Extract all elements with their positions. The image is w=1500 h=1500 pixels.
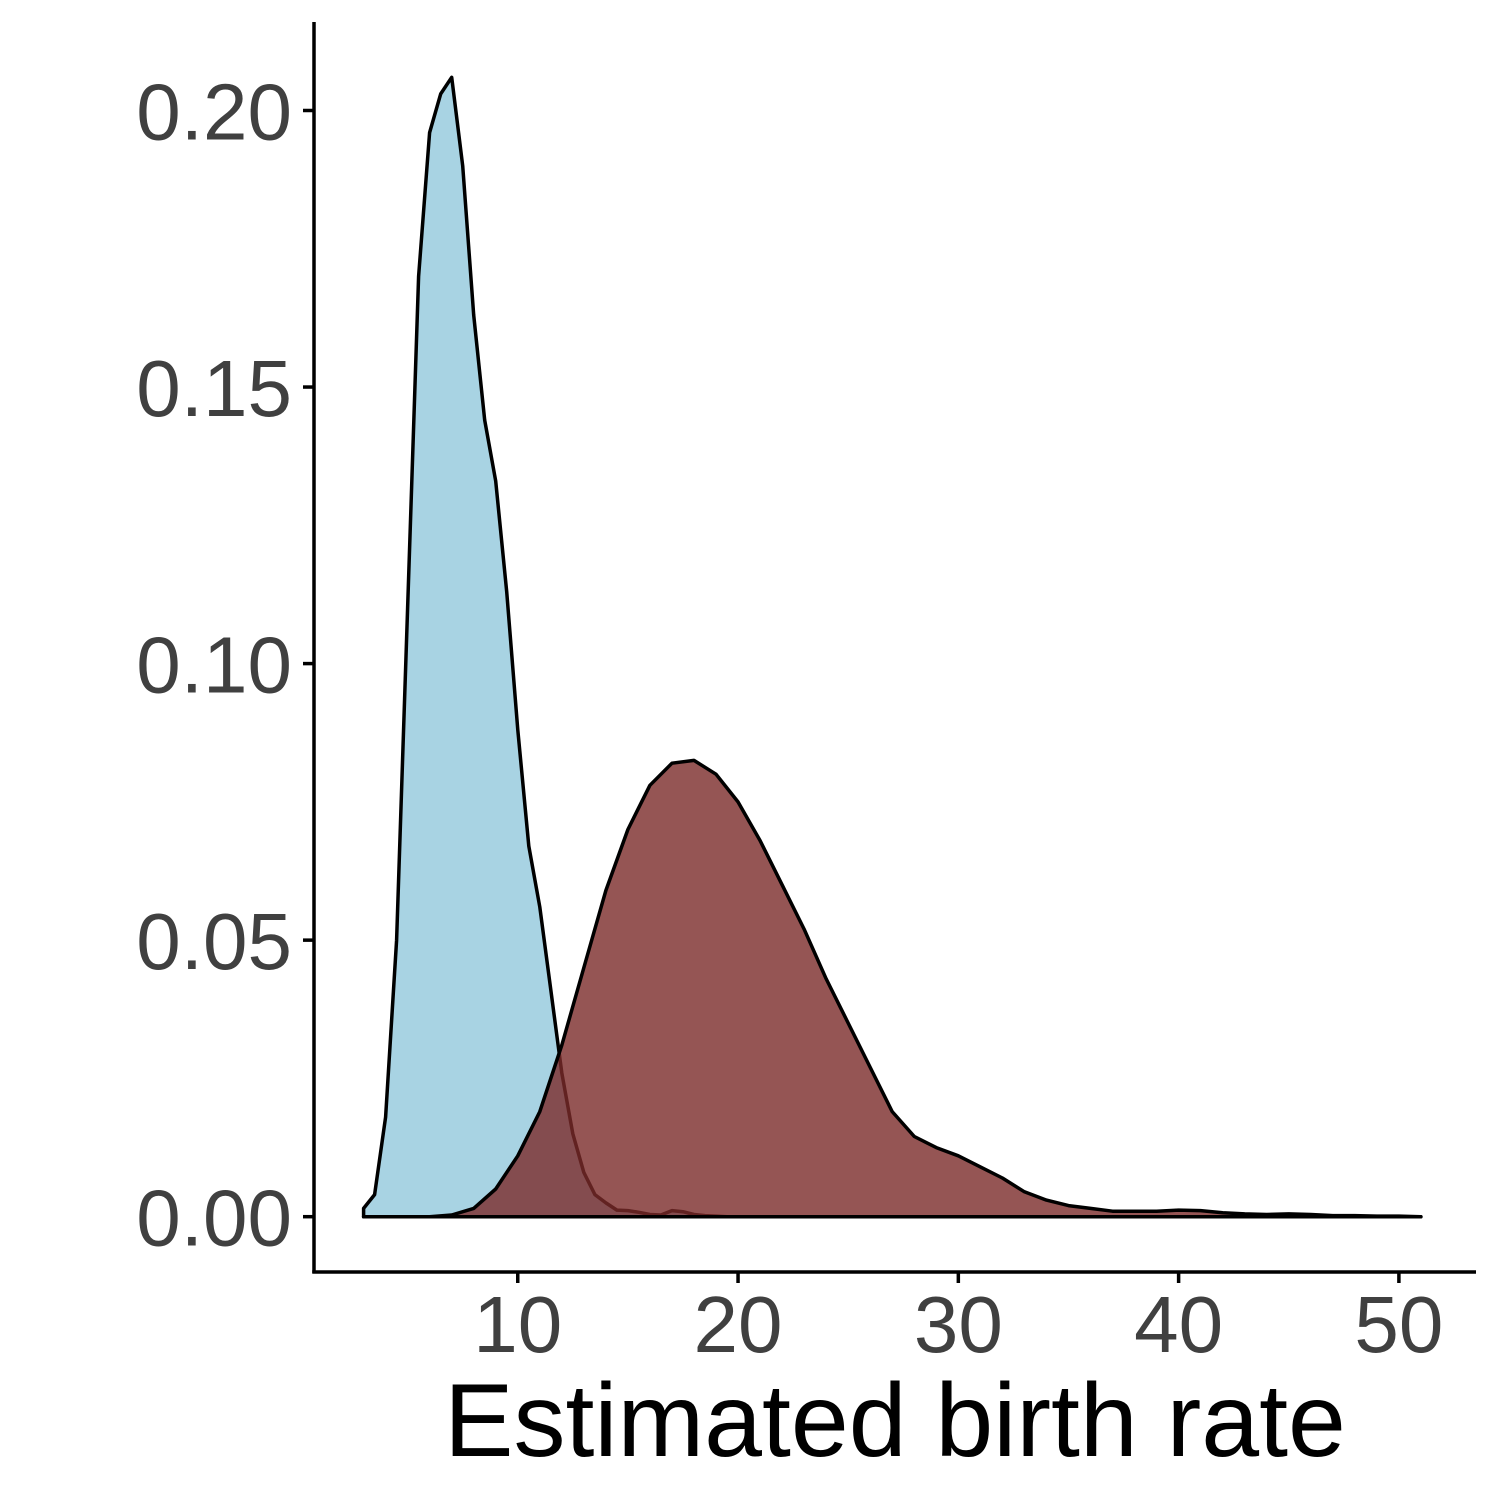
x-tick-label: 30 [914, 1280, 1003, 1369]
x-tick-label: 50 [1354, 1280, 1443, 1369]
x-tick-label: 10 [473, 1280, 562, 1369]
y-tick-label: 0.15 [136, 344, 292, 433]
y-tick-label: 0.05 [136, 897, 292, 986]
series-layer [361, 75, 1423, 1219]
density-area-2 [361, 758, 1423, 1219]
x-tick-label: 40 [1134, 1280, 1223, 1369]
density-area-1 [361, 75, 1423, 1219]
axis-layer [312, 22, 1476, 1274]
y-tick-label: 0.00 [136, 1174, 292, 1263]
x-tick-label: 20 [694, 1280, 783, 1369]
y-tick-label: 0.20 [136, 67, 292, 156]
y-tick-label: 0.10 [136, 621, 292, 710]
x-axis-title: Estimated birth rate [444, 1363, 1346, 1479]
tick-layer: 0.00 0.05 0.10 0.15 0.20 10 20 30 40 50 [136, 67, 1443, 1369]
